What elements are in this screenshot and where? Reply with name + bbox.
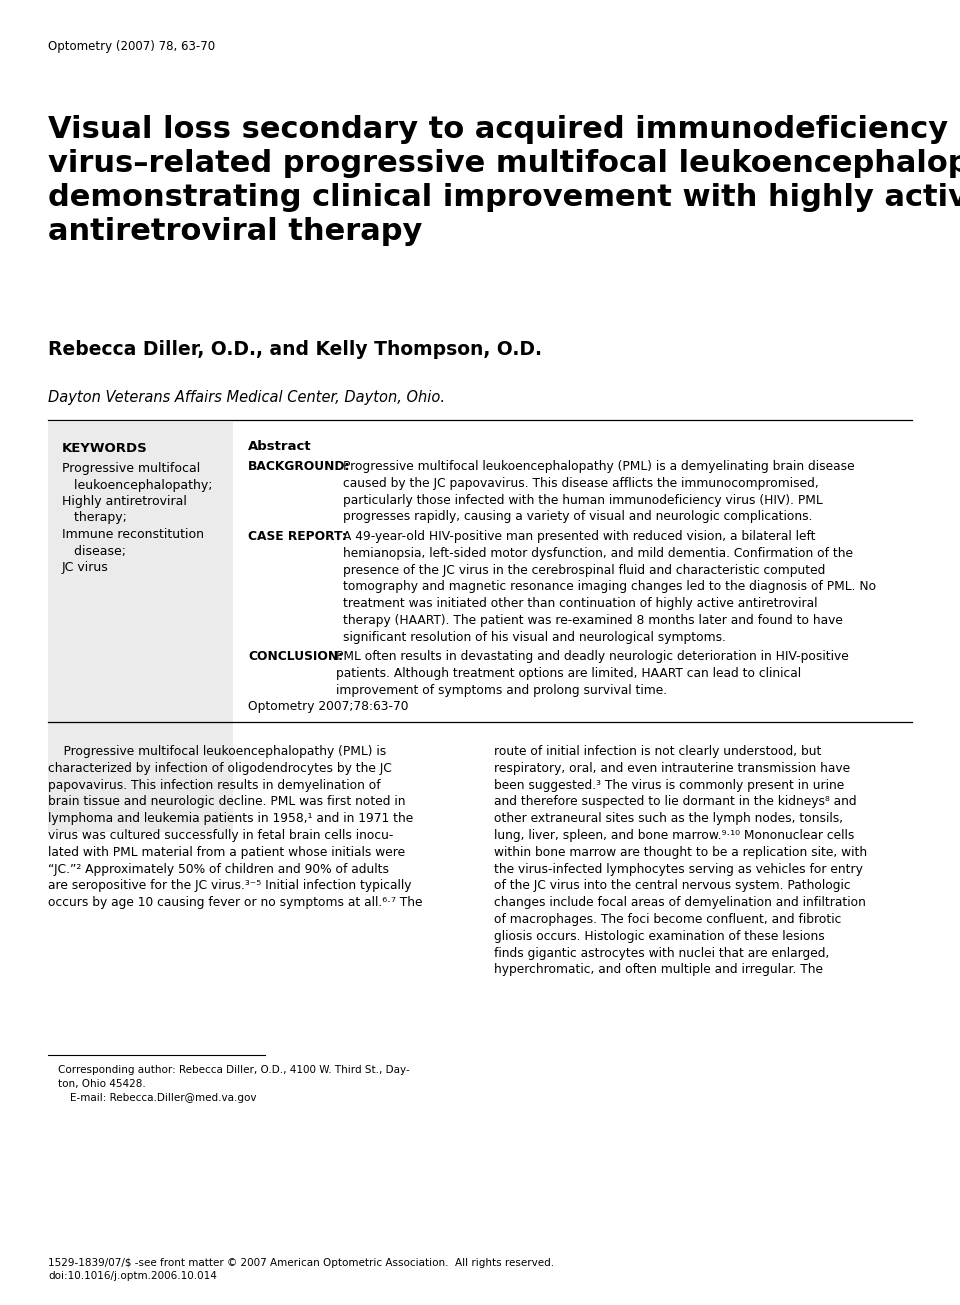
- Text: KEYWORDS: KEYWORDS: [62, 442, 148, 455]
- Text: Dayton Veterans Affairs Medical Center, Dayton, Ohio.: Dayton Veterans Affairs Medical Center, …: [48, 390, 445, 405]
- Text: CASE REPORT:: CASE REPORT:: [248, 530, 347, 543]
- Text: Highly antiretroviral: Highly antiretroviral: [62, 495, 187, 508]
- Text: BACKGROUND:: BACKGROUND:: [248, 459, 350, 472]
- Text: Progressive multifocal: Progressive multifocal: [62, 462, 201, 475]
- Text: Progressive multifocal leukoencephalopathy (PML) is a demyelinating brain diseas: Progressive multifocal leukoencephalopat…: [343, 459, 854, 523]
- Text: Visual loss secondary to acquired immunodeficiency
virus–related progressive mul: Visual loss secondary to acquired immuno…: [48, 115, 960, 247]
- Text: A 49-year-old HIV-positive man presented with reduced vision, a bilateral left
h: A 49-year-old HIV-positive man presented…: [343, 530, 876, 643]
- Text: CONCLUSION:: CONCLUSION:: [248, 650, 343, 663]
- Text: PML often results in devastating and deadly neurologic deterioration in HIV-posi: PML often results in devastating and dea…: [336, 650, 849, 697]
- Text: E-mail: Rebecca.Diller@med.va.gov: E-mail: Rebecca.Diller@med.va.gov: [70, 1094, 256, 1103]
- Text: Optometry 2007;78:63-70: Optometry 2007;78:63-70: [248, 699, 409, 713]
- Bar: [48, 422, 233, 833]
- Text: route of initial infection is not clearly understood, but
respiratory, oral, and: route of initial infection is not clearl…: [494, 745, 867, 976]
- Text: 1529-1839/07/$ -see front matter © 2007 American Optometric Association.  All ri: 1529-1839/07/$ -see front matter © 2007 …: [48, 1258, 554, 1282]
- Text: disease;: disease;: [62, 544, 126, 557]
- Text: therapy;: therapy;: [62, 512, 127, 525]
- Text: Immune reconstitution: Immune reconstitution: [62, 529, 204, 542]
- Text: leukoencephalopathy;: leukoencephalopathy;: [62, 479, 212, 492]
- Text: Corresponding author: Rebecca Diller, O.D., 4100 W. Third St., Day-: Corresponding author: Rebecca Diller, O.…: [58, 1065, 410, 1075]
- Text: ton, Ohio 45428.: ton, Ohio 45428.: [58, 1079, 146, 1088]
- Text: Progressive multifocal leukoencephalopathy (PML) is
characterized by infection o: Progressive multifocal leukoencephalopat…: [48, 745, 422, 910]
- Text: JC virus: JC virus: [62, 561, 108, 574]
- Text: Rebecca Diller, O.D., and Kelly Thompson, O.D.: Rebecca Diller, O.D., and Kelly Thompson…: [48, 341, 542, 359]
- Text: Optometry (2007) 78, 63-70: Optometry (2007) 78, 63-70: [48, 40, 215, 54]
- Text: Abstract: Abstract: [248, 440, 312, 453]
